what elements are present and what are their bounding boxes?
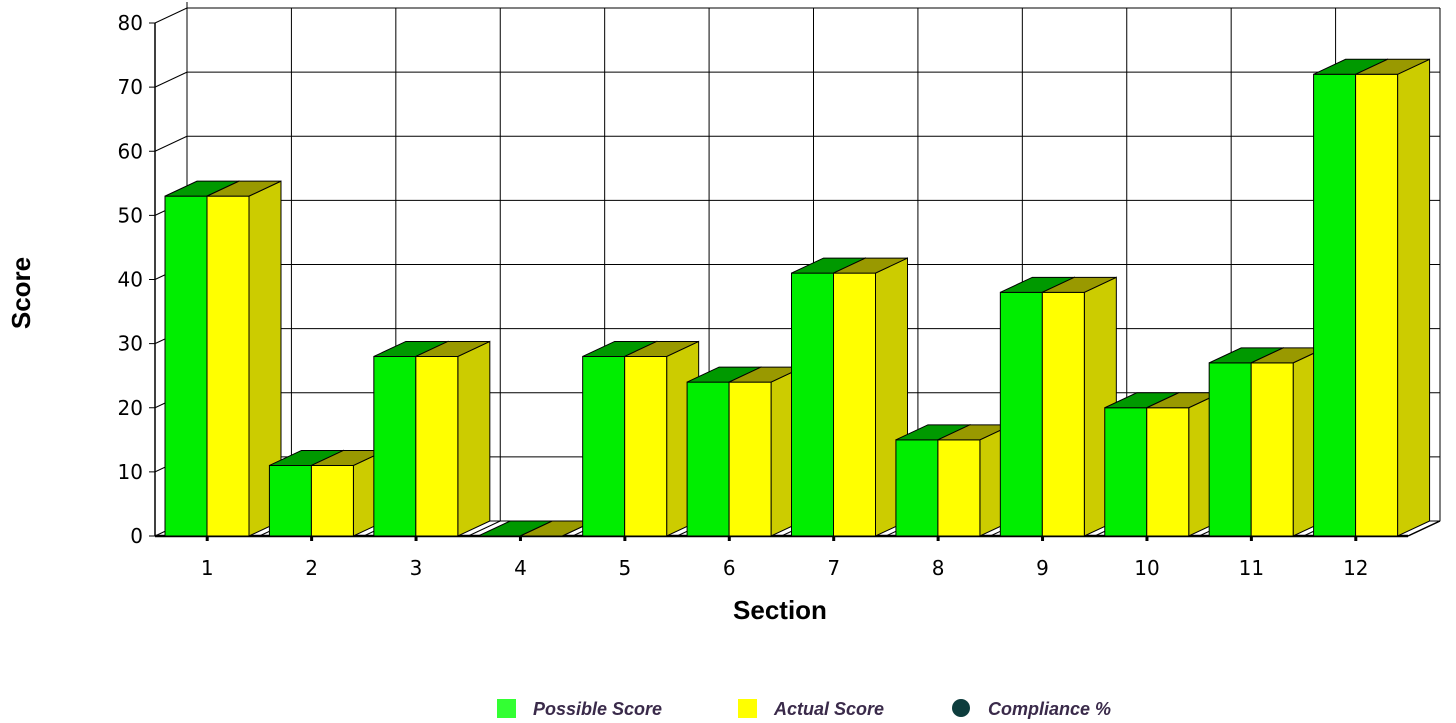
bar-possible-10 <box>1104 407 1148 537</box>
bar-possible-1 <box>164 195 208 537</box>
bar-top-actual-9 <box>1042 276 1117 293</box>
x-tick-label: 9 <box>1036 556 1049 580</box>
gridline-wall <box>154 135 188 152</box>
y-tick-label: 60 <box>118 139 143 163</box>
bar-top-actual-5 <box>624 340 699 357</box>
y-tick-label: 70 <box>118 75 143 99</box>
bar-side-actual-12 <box>1397 58 1431 537</box>
bar-possible-11 <box>1208 362 1252 537</box>
legend-marker-square <box>497 699 516 718</box>
legend-item: Compliance % <box>952 699 1111 719</box>
y-tick-label: 80 <box>118 11 143 35</box>
bar-side-actual-3 <box>457 340 491 537</box>
x-tick-label: 10 <box>1134 556 1159 580</box>
floor-edge <box>1407 520 1441 537</box>
legend-marker-square <box>738 699 757 718</box>
bar-possible-3 <box>373 355 417 537</box>
x-tick-label: 6 <box>723 556 736 580</box>
y-tick-label: 40 <box>118 268 143 292</box>
x-axis-title: Section <box>733 595 827 625</box>
bar-actual-11 <box>1250 362 1294 537</box>
bars <box>164 58 1431 537</box>
bar-actual-3 <box>415 355 459 537</box>
y-axis-title: Score <box>6 257 36 329</box>
bar-possible-2 <box>268 464 312 537</box>
gridline-wall <box>154 71 188 88</box>
bar-actual-12 <box>1355 73 1399 537</box>
bar-possible-9 <box>999 291 1043 537</box>
y-tick-label: 0 <box>130 524 143 548</box>
x-tick-label: 3 <box>410 556 423 580</box>
bar-actual-9 <box>1041 291 1085 537</box>
y-tick-label: 30 <box>118 332 143 356</box>
bar-actual-10 <box>1146 407 1190 537</box>
x-tick-label: 2 <box>305 556 318 580</box>
x-tick-label: 11 <box>1239 556 1264 580</box>
bar-top-actual-3 <box>415 340 491 357</box>
x-tick-label: 8 <box>932 556 945 580</box>
y-tick-label: 50 <box>118 203 143 227</box>
bar-top-actual-12 <box>1355 58 1430 75</box>
y-tick-label: 20 <box>118 396 143 420</box>
bar-top-actual-7 <box>833 257 908 274</box>
bar-top-actual-1 <box>206 180 282 197</box>
legend-item: Possible Score <box>497 699 662 719</box>
legend-label: Actual Score <box>773 699 884 719</box>
x-tick-label: 5 <box>619 556 632 580</box>
bar-actual-8 <box>937 439 981 537</box>
bar-actual-7 <box>833 272 876 537</box>
bar-possible-6 <box>686 381 730 537</box>
bar-possible-5 <box>582 355 626 537</box>
floor-line <box>468 520 501 537</box>
bar-actual-5 <box>624 355 668 537</box>
legend-marker-circle <box>952 699 970 717</box>
x-tick-label: 4 <box>514 556 527 580</box>
bar-possible-12 <box>1313 73 1357 537</box>
bar-actual-1 <box>206 195 250 537</box>
x-tick-label: 7 <box>827 556 840 580</box>
bar-actual-6 <box>728 381 772 537</box>
bar-possible-7 <box>791 272 834 537</box>
x-tick-label: 1 <box>201 556 214 580</box>
legend-label: Compliance % <box>988 699 1111 719</box>
x-tick-label: 12 <box>1343 556 1368 580</box>
legend: Possible Score Actual Score Compliance % <box>497 699 1111 719</box>
legend-item: Actual Score <box>738 699 884 719</box>
gridline-wall <box>154 7 188 24</box>
legend-label: Possible Score <box>533 699 662 719</box>
bar-possible-8 <box>895 439 939 537</box>
y-tick-label: 10 <box>118 460 143 484</box>
bar-actual-2 <box>310 464 354 537</box>
